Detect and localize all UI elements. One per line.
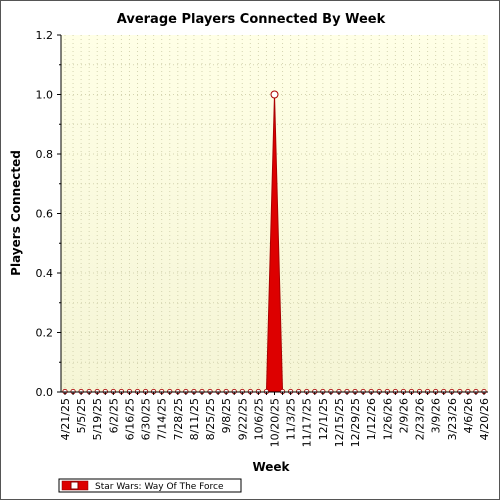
y-tick-label: 1.2 <box>36 29 54 42</box>
x-tick-label: 8/25/25 <box>204 398 217 440</box>
x-tick-label: 2/23/26 <box>414 398 427 440</box>
x-axis-title: Week <box>252 460 290 474</box>
x-tick-label: 7/14/25 <box>156 398 169 440</box>
x-tick-label: 1/12/26 <box>365 398 378 440</box>
x-tick-label: 10/20/25 <box>269 398 282 447</box>
x-tick-label: 7/28/25 <box>172 398 185 440</box>
x-tick-label: 4/21/25 <box>59 398 72 440</box>
chart-title: Average Players Connected By Week <box>117 12 386 27</box>
x-tick-label: 11/17/25 <box>301 398 314 447</box>
axes <box>57 34 488 395</box>
x-tick-label: 12/15/25 <box>333 398 346 447</box>
legend-marker-icon <box>70 481 79 490</box>
x-tick-label: 4/6/26 <box>462 398 475 433</box>
x-tick-label: 10/6/25 <box>252 398 265 440</box>
x-tick-label: 6/16/25 <box>123 398 136 440</box>
y-tick-label: 0.2 <box>36 327 54 340</box>
legend-box <box>58 478 242 493</box>
x-tick-label: 5/19/25 <box>91 398 104 440</box>
x-tick-label: 9/8/25 <box>220 398 233 433</box>
x-tick-label: 2/9/26 <box>397 398 410 433</box>
x-tick-label: 3/23/26 <box>446 398 459 440</box>
y-axis-title: Players Connected <box>9 150 23 276</box>
x-tick-label: 11/3/25 <box>285 398 298 440</box>
y-tick-label: 0.0 <box>36 386 54 399</box>
x-tick-label: 4/20/26 <box>478 398 491 440</box>
legend: Star Wars: Way Of The Force <box>58 478 242 493</box>
x-tick-labels: 4/21/25 5/5/25 5/19/25 6/2/25 6/16/25 6/30/25… <box>59 398 491 447</box>
x-tick-label: 12/29/25 <box>349 398 362 447</box>
y-tick-labels: 0.0 0.2 0.4 0.6 0.8 1.0 1.2 <box>36 29 54 399</box>
x-tick-label: 6/2/25 <box>107 398 120 433</box>
y-tick-label: 0.4 <box>36 267 54 280</box>
data-point <box>270 90 279 99</box>
y-tick-label: 1.0 <box>36 89 54 102</box>
x-tick-label: 6/30/25 <box>140 398 153 440</box>
y-tick-label: 0.6 <box>36 208 54 221</box>
x-tick-label: 3/9/26 <box>430 398 443 433</box>
y-tick-label: 0.8 <box>36 148 54 161</box>
x-tick-label: 1/26/26 <box>381 398 394 440</box>
x-tick-label: 8/11/25 <box>188 398 201 440</box>
legend-label: Star Wars: Way Of The Force <box>95 482 224 492</box>
x-tick-label: 5/5/25 <box>75 398 88 433</box>
x-tick-label: 12/1/25 <box>317 398 330 440</box>
x-tick-label: 9/22/25 <box>236 398 249 440</box>
